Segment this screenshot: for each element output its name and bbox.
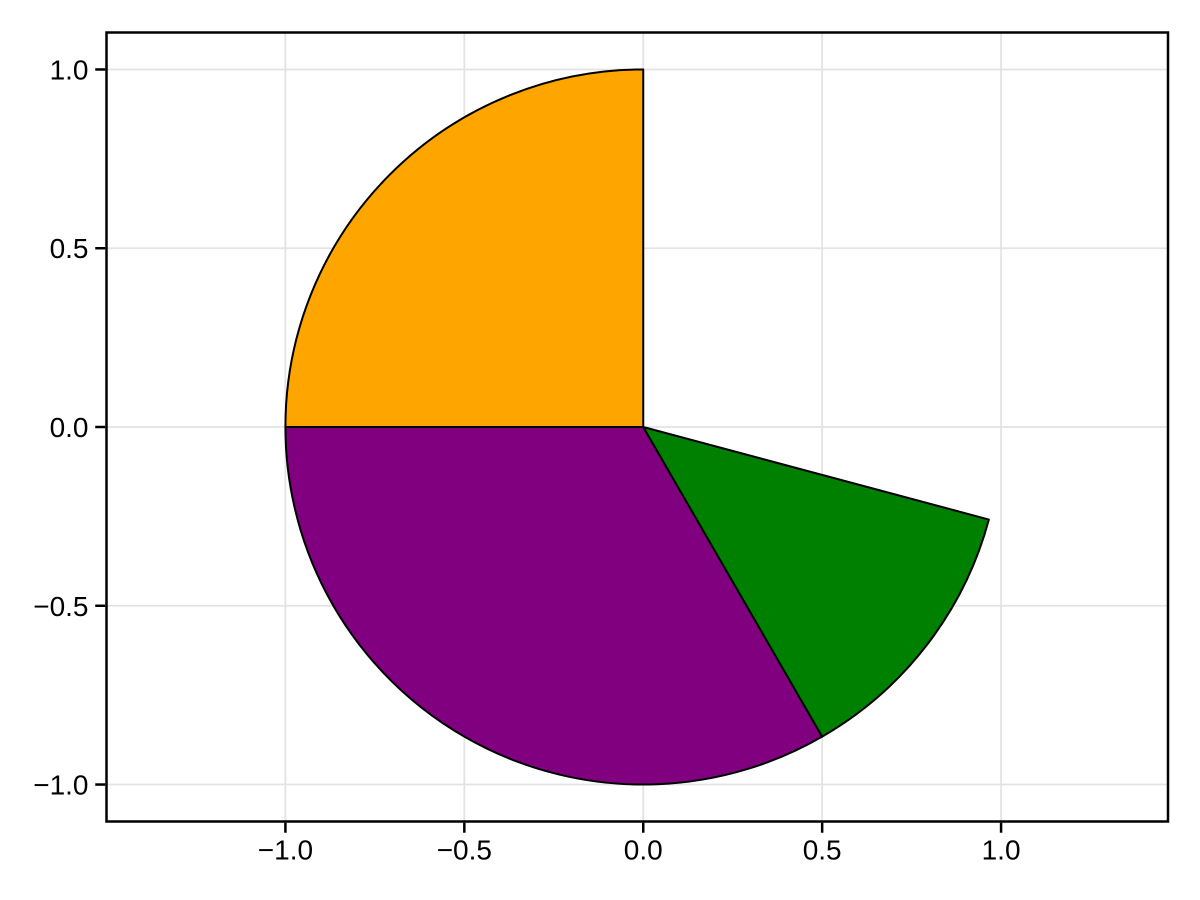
pie-green-wedge xyxy=(642,426,990,738)
x-tick-label: 1.0 xyxy=(982,835,1021,866)
x-tick-label: 0.0 xyxy=(624,835,663,866)
pie-purple-wedge xyxy=(284,426,824,786)
y-tick-label: 1.0 xyxy=(50,54,89,85)
x-tick-label: −1.0 xyxy=(258,835,313,866)
y-tick-label: −0.5 xyxy=(33,591,88,622)
plot-frame xyxy=(105,31,1170,823)
y-tick-label: −1.0 xyxy=(33,770,88,801)
y-tick-label: 0.0 xyxy=(50,412,89,443)
x-tick-label: 0.5 xyxy=(803,835,842,866)
y-tick-label: 0.5 xyxy=(50,233,89,264)
x-tick-label: −0.5 xyxy=(437,835,492,866)
pie-orange-wedge xyxy=(284,68,645,428)
